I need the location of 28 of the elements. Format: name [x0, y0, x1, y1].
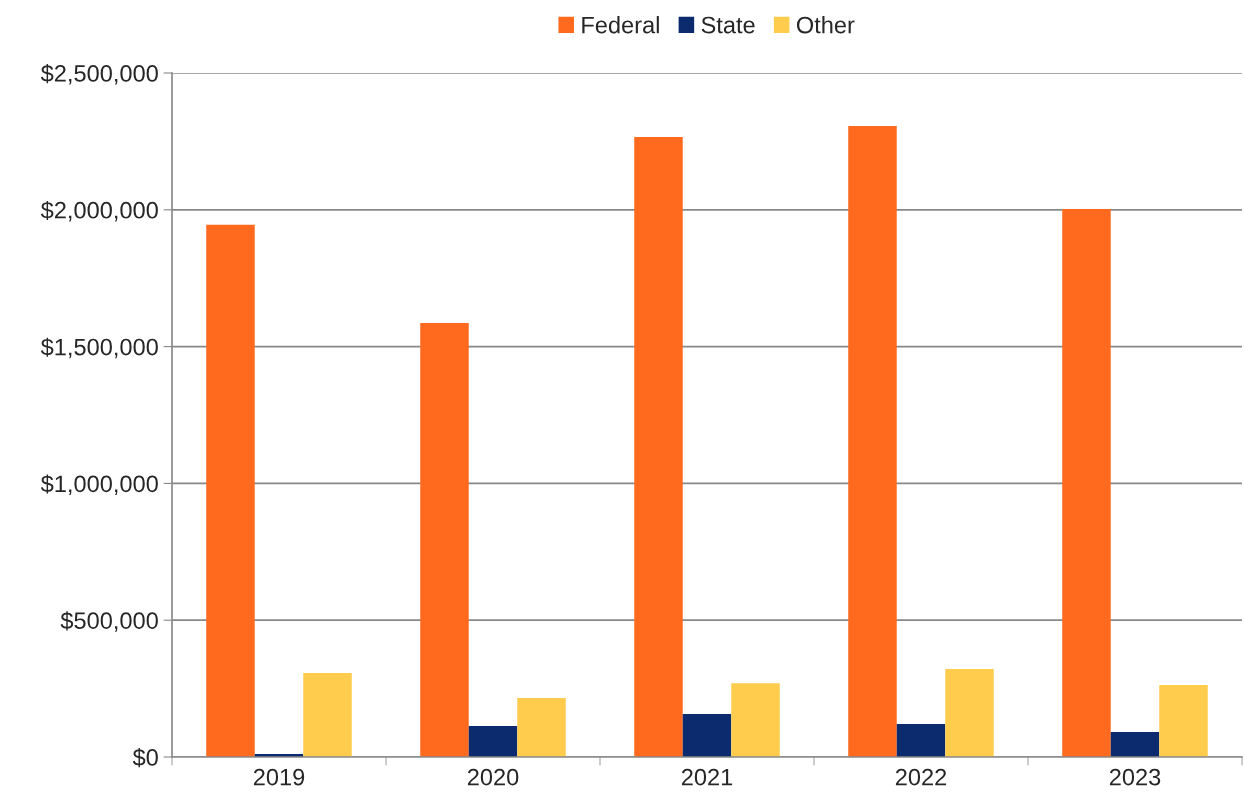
- x-tick-label: 2019: [253, 768, 305, 786]
- y-tick-label: $0: [132, 748, 158, 768]
- x-tick-label: 2022: [895, 768, 947, 786]
- y-tick-label: $2,500,000: [40, 64, 158, 85]
- legend-label: Other: [796, 16, 855, 34]
- bar: [517, 697, 566, 757]
- bar: [468, 726, 518, 757]
- bar: [682, 714, 732, 757]
- bar: [945, 668, 994, 757]
- bar: [1110, 732, 1160, 757]
- legend-label: State: [701, 16, 755, 34]
- bar: [420, 323, 469, 757]
- y-tick-label: $1,500,000: [40, 337, 158, 359]
- x-tick-label: 2020: [467, 768, 519, 786]
- bar: [731, 683, 780, 757]
- bar: [1159, 685, 1208, 757]
- bar: [1062, 208, 1111, 757]
- y-tick-label: $1,000,000: [40, 474, 158, 495]
- bar: [634, 137, 683, 757]
- bar: [206, 224, 255, 757]
- legend-label: Federal: [582, 16, 659, 34]
- bar: [896, 723, 946, 757]
- y-tick-label: $2,000,000: [40, 200, 158, 222]
- bar: [848, 126, 897, 757]
- y-tick-label: $500,000: [60, 611, 158, 632]
- x-tick-label: 2023: [1109, 768, 1161, 786]
- x-tick-label: 2021: [681, 768, 733, 786]
- bar: [303, 673, 352, 757]
